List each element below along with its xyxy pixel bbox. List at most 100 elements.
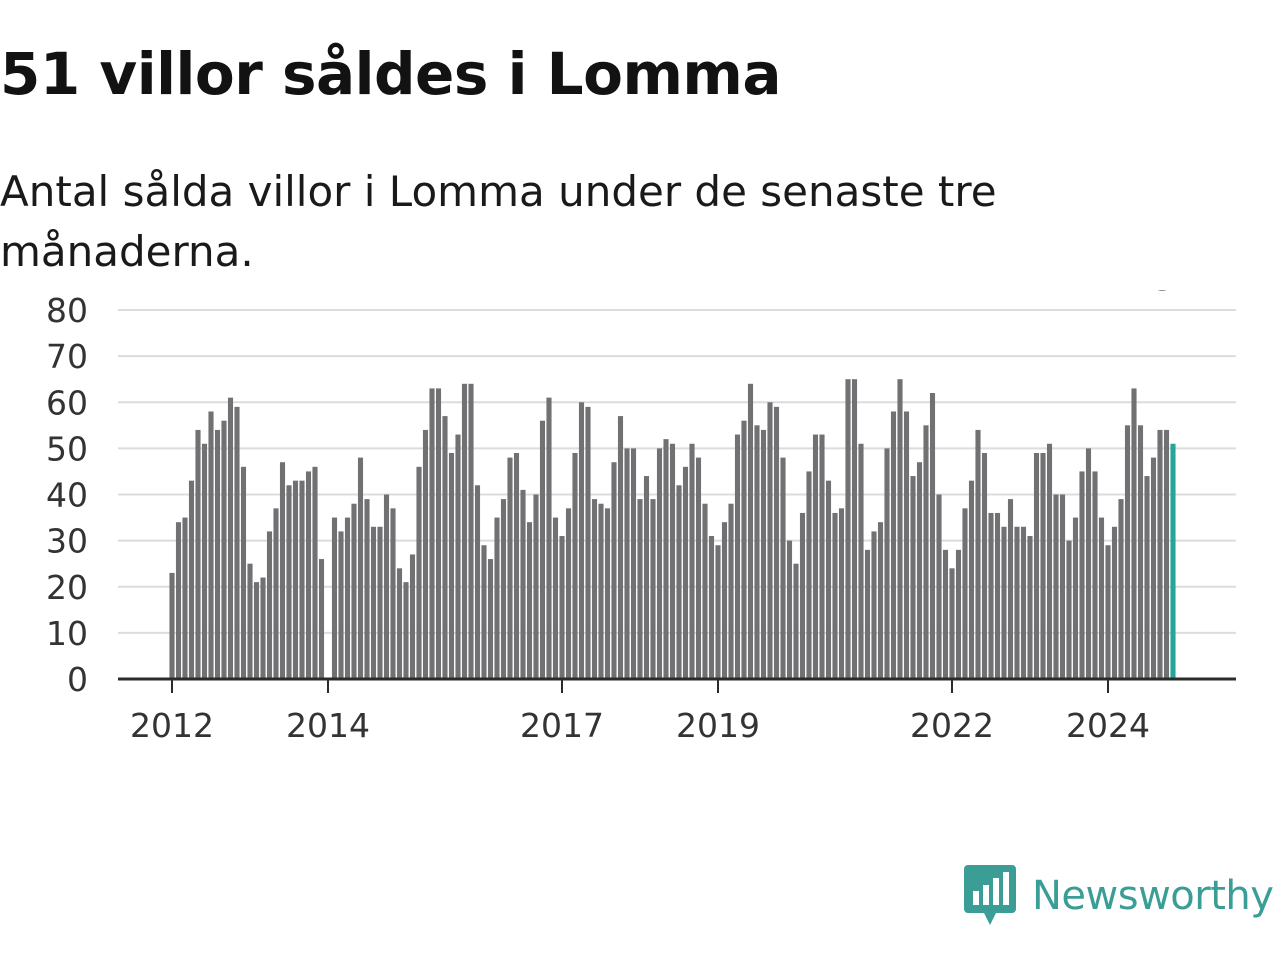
bar — [1027, 536, 1033, 679]
bar — [799, 512, 806, 679]
bar — [676, 485, 682, 679]
bar — [929, 393, 936, 679]
bar — [838, 508, 845, 679]
bar — [1150, 457, 1157, 679]
bar — [604, 508, 611, 679]
bar — [988, 512, 994, 679]
bar — [890, 411, 897, 679]
bar — [923, 425, 929, 679]
bar — [455, 434, 461, 679]
bar — [279, 462, 286, 679]
bar — [344, 517, 351, 679]
bar — [682, 466, 689, 679]
bar — [598, 503, 604, 679]
bar — [195, 429, 201, 679]
bar — [1111, 526, 1118, 679]
bar — [981, 452, 988, 679]
bar — [1092, 471, 1098, 679]
bar — [793, 563, 799, 679]
bar — [546, 397, 552, 679]
bar — [845, 379, 851, 679]
y-tick-label: 40 — [46, 476, 88, 515]
bar — [468, 383, 474, 679]
bar — [214, 429, 221, 679]
bar — [871, 531, 877, 679]
y-axis: 0 10 20 30 40 50 60 70 80 — [46, 291, 88, 699]
bar — [1059, 494, 1066, 679]
newsworthy-logo: Newsworthy — [964, 864, 1274, 928]
bar — [903, 411, 910, 679]
bar — [1046, 443, 1053, 679]
bar — [1085, 448, 1092, 680]
bar — [299, 480, 305, 679]
bar — [370, 526, 377, 679]
bar — [169, 572, 175, 679]
bar — [442, 416, 448, 679]
bar — [533, 494, 539, 679]
bar — [539, 420, 546, 679]
bar — [435, 388, 442, 679]
bar — [832, 512, 838, 679]
bar — [1072, 517, 1079, 679]
bar — [240, 466, 247, 679]
bar — [741, 420, 747, 679]
bar — [1098, 517, 1105, 679]
bar — [884, 448, 890, 680]
bar — [292, 480, 299, 679]
bar — [1079, 471, 1085, 679]
bar — [338, 531, 344, 679]
bar — [910, 476, 916, 679]
bar — [663, 439, 669, 679]
bar — [1118, 499, 1124, 679]
bar — [234, 406, 240, 679]
bar — [487, 559, 494, 679]
bar — [962, 508, 968, 679]
y-tick-label: 70 — [46, 337, 88, 376]
bar — [357, 457, 364, 679]
chart-subtitle: Antal sålda villor i Lomma under de sena… — [0, 167, 997, 276]
bar — [247, 563, 253, 679]
bar — [669, 443, 676, 679]
x-tick-label: 2017 — [520, 706, 604, 745]
bar — [266, 531, 273, 679]
bar — [864, 549, 871, 679]
brand-name: Newsworthy — [1032, 873, 1274, 919]
bar — [383, 494, 390, 679]
bar — [825, 480, 832, 679]
bar — [630, 448, 637, 680]
bar — [689, 443, 695, 679]
bar — [1033, 452, 1040, 679]
bar — [695, 457, 702, 679]
bar — [877, 522, 884, 679]
bar — [578, 402, 585, 679]
bar — [260, 577, 266, 679]
y-tick-label: 0 — [67, 660, 88, 699]
bar — [253, 582, 260, 679]
x-tick-label: 2019 — [676, 706, 760, 745]
y-tick-label: 10 — [46, 614, 88, 653]
bars — [169, 379, 1176, 680]
bar — [1040, 452, 1046, 679]
bar — [188, 480, 195, 679]
x-tick-label: 2012 — [130, 706, 214, 745]
bar — [1053, 494, 1059, 679]
bar — [507, 457, 513, 679]
bar — [1157, 429, 1163, 679]
bar — [1001, 526, 1007, 679]
bar — [351, 503, 357, 679]
bar — [422, 429, 429, 679]
bar — [897, 379, 903, 679]
bar-chart-speech-bubble-icon — [964, 865, 1016, 925]
y-tick-label: 20 — [46, 568, 88, 607]
bar — [273, 508, 279, 679]
bar — [715, 545, 721, 679]
bar — [377, 526, 383, 679]
bar — [201, 443, 208, 679]
bar — [936, 494, 942, 679]
bar — [565, 508, 572, 679]
last-value-label: 51 — [1153, 290, 1199, 299]
x-tick-label: 2014 — [286, 706, 370, 745]
bar — [949, 568, 955, 679]
bar — [305, 471, 312, 679]
